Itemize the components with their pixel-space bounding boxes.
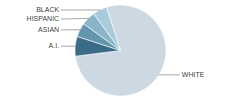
svg-text:WHITE: WHITE bbox=[182, 71, 205, 78]
svg-text:HISPANIC: HISPANIC bbox=[27, 15, 60, 22]
svg-text:BLACK: BLACK bbox=[36, 6, 59, 13]
svg-text:ASIAN: ASIAN bbox=[38, 26, 59, 33]
svg-text:A.I.: A.I. bbox=[49, 42, 60, 49]
